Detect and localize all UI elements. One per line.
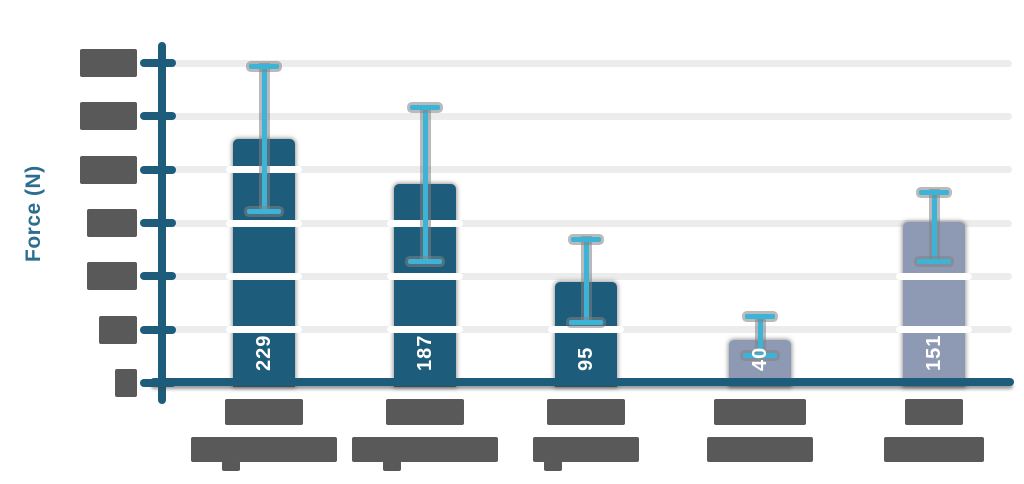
y-tick-label-redacted xyxy=(87,209,137,237)
category-label-descender-redacted xyxy=(544,461,562,471)
gridline-over-bar xyxy=(226,219,302,227)
error-bar-cap-top xyxy=(571,236,601,242)
gridline-over-bar xyxy=(548,326,624,334)
gridline-over-bar xyxy=(226,272,302,280)
x-axis-line xyxy=(150,378,1014,386)
bar-value-label: 187 xyxy=(414,334,436,371)
y-tick-label-redacted xyxy=(115,369,137,397)
error-bar-cap-top xyxy=(249,63,279,69)
y-axis-tick xyxy=(140,272,176,281)
gridline-over-bar xyxy=(896,326,972,334)
y-tick-label-redacted xyxy=(99,315,137,344)
y-axis-title: Force (N) xyxy=(22,165,45,262)
error-bar-cap-top xyxy=(745,314,775,320)
y-axis-tick xyxy=(140,379,176,387)
y-tick-label-redacted xyxy=(80,155,137,184)
category-label-descender-redacted xyxy=(383,461,401,471)
gridline-over-bar xyxy=(896,272,972,280)
gridline xyxy=(162,219,1012,227)
error-bar-line xyxy=(583,239,589,323)
error-bar-line xyxy=(931,192,937,262)
gridline xyxy=(162,166,1012,174)
error-bar-cap-bottom xyxy=(247,208,281,214)
bar-value-label: 151 xyxy=(923,334,945,371)
gridline-over-bar xyxy=(387,326,463,334)
error-bar-line xyxy=(422,107,428,262)
category-label-descender-redacted xyxy=(222,461,240,471)
category-label-line1-redacted xyxy=(547,399,625,425)
error-bar-cap-top xyxy=(919,189,949,195)
category-label-line1-redacted xyxy=(905,399,963,425)
category-label-line2-redacted xyxy=(533,437,639,462)
category-label-line2-redacted xyxy=(707,437,813,462)
error-bar-cap-bottom xyxy=(743,352,777,358)
y-axis-tick xyxy=(140,325,176,334)
category-label-line1-redacted xyxy=(225,399,303,425)
y-axis-tick xyxy=(140,112,176,121)
error-bar-cap-bottom xyxy=(569,319,603,325)
gridline-over-bar xyxy=(226,326,302,334)
error-bar-cap-bottom xyxy=(917,258,951,264)
gridline xyxy=(162,112,1012,120)
y-axis-tick xyxy=(140,165,176,174)
y-axis-tick xyxy=(140,59,176,67)
category-label-line2-redacted xyxy=(884,437,984,462)
error-bar-line xyxy=(757,316,763,356)
bar-value-label: 229 xyxy=(253,334,275,371)
category-label-line1-redacted xyxy=(386,399,464,425)
gridline xyxy=(162,59,1012,67)
category-label-line2-redacted xyxy=(191,437,337,462)
y-tick-label-redacted xyxy=(87,262,137,291)
y-axis-tick xyxy=(140,219,176,227)
bar-value-label: 95 xyxy=(575,346,597,371)
category-label-line2-redacted xyxy=(352,437,498,462)
gridline-over-bar xyxy=(387,272,463,280)
bar-value-label: 40 xyxy=(749,346,771,371)
error-bar-line xyxy=(261,66,267,212)
y-tick-label-redacted xyxy=(80,49,137,77)
category-label-line1-redacted xyxy=(714,399,806,425)
error-bar-cap-bottom xyxy=(408,258,442,264)
error-bar-cap-top xyxy=(410,105,440,111)
y-tick-label-redacted xyxy=(80,102,137,131)
